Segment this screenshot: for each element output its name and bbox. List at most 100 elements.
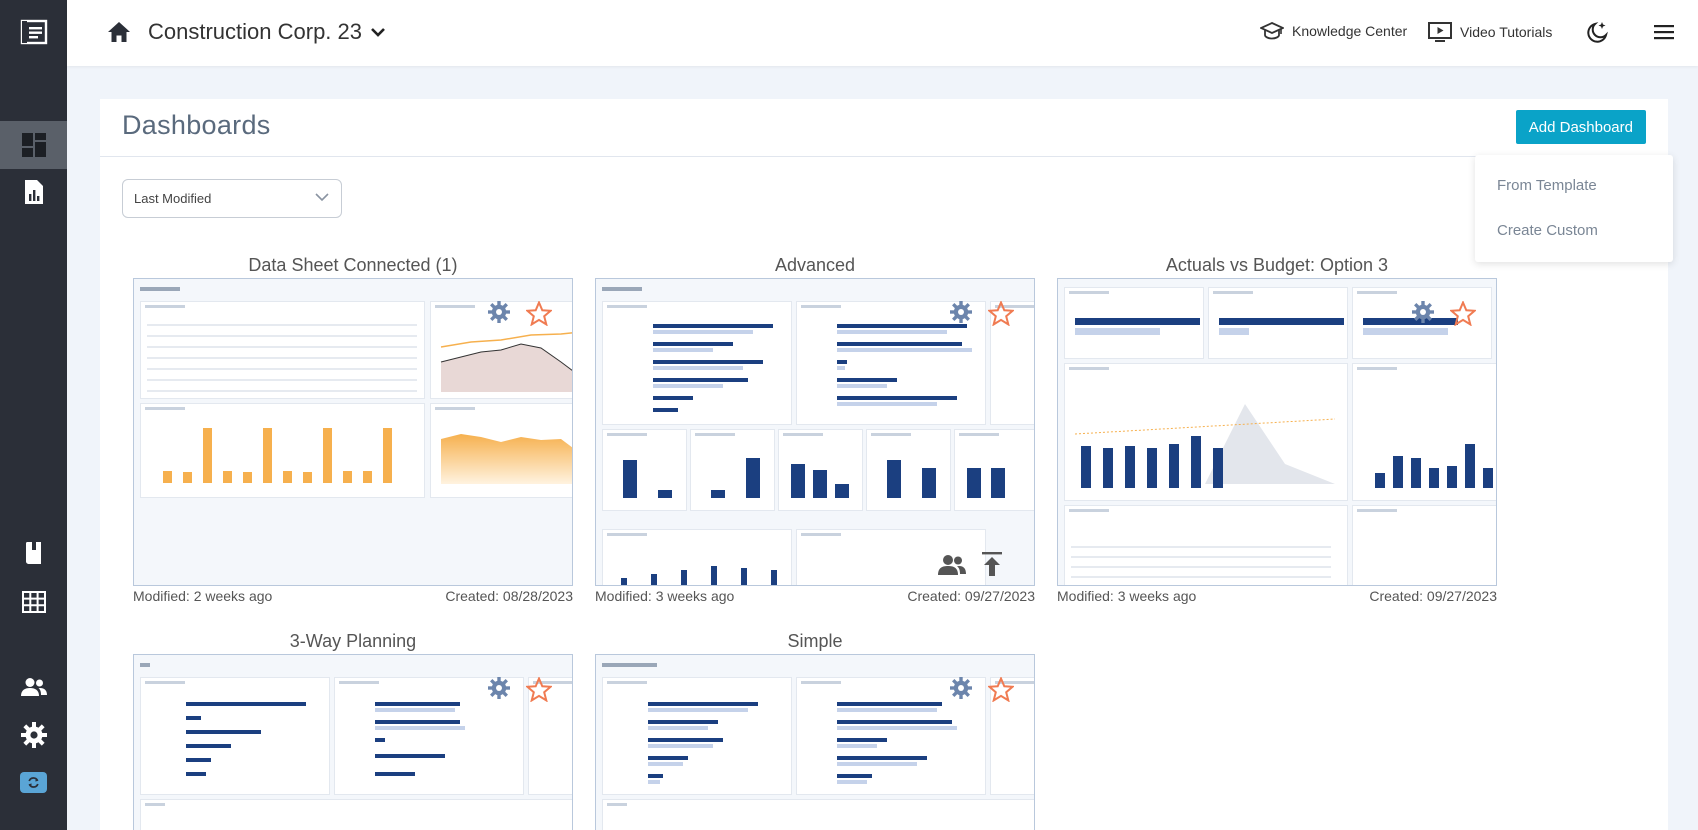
thumbnail-widget: [690, 429, 775, 511]
dashboard-settings-button[interactable]: [488, 677, 510, 704]
top-bar: Construction Corp. 23 Knowledge Center V…: [67, 0, 1698, 66]
dashboard-card[interactable]: Data Sheet Connected (1): [133, 252, 573, 604]
sidebar-item-reports[interactable]: [0, 168, 67, 216]
sync-button[interactable]: [20, 772, 47, 793]
chevron-down-icon: [315, 193, 329, 202]
dashboard-settings-button[interactable]: [1412, 301, 1434, 328]
share-button[interactable]: [980, 551, 1004, 582]
gear-icon: [488, 301, 510, 323]
menu-item-from-template[interactable]: From Template: [1497, 177, 1597, 194]
thumbnail-widget: [778, 429, 863, 511]
sidebar-item-users[interactable]: [0, 663, 67, 711]
company-selector[interactable]: Construction Corp. 23: [148, 19, 386, 45]
knowledge-center-label: Knowledge Center: [1292, 23, 1408, 39]
dashboard-thumbnail[interactable]: [1057, 278, 1497, 586]
users-icon: [20, 678, 47, 696]
dashboard-thumbnail[interactable]: [133, 278, 573, 586]
thumbnail-widget: [602, 799, 1034, 830]
knowledge-center-link[interactable]: Knowledge Center: [1260, 22, 1407, 40]
thumbnail-widget: [866, 429, 951, 511]
page-title: Dashboards: [122, 110, 271, 140]
thumbnail-widget: [990, 677, 1034, 795]
home-icon: [108, 22, 130, 42]
thumbnail-widget: [1064, 505, 1348, 585]
modified-date: Modified: 3 weeks ago: [595, 588, 735, 604]
dashboard-thumbnail[interactable]: [595, 654, 1035, 830]
dashboard-card-title[interactable]: Simple: [787, 631, 843, 651]
dashboard-card[interactable]: 3-Way Planning: [133, 628, 573, 830]
chevron-down-icon: [371, 28, 385, 37]
gear-icon: [950, 677, 972, 699]
main-menu-button[interactable]: [1653, 23, 1675, 46]
dashboard-thumbnail[interactable]: [595, 278, 1035, 586]
star-icon: [1448, 299, 1478, 327]
dashboard-card-title[interactable]: Advanced: [774, 255, 856, 275]
settings-icon: [20, 722, 47, 748]
thumbnail-widget: [954, 429, 1034, 511]
team-button[interactable]: [937, 554, 967, 581]
app-logo-icon: [20, 19, 47, 45]
dashboard-settings-button[interactable]: [488, 301, 510, 328]
sync-icon: [28, 777, 39, 788]
star-icon: [524, 299, 554, 327]
video-tutorials-link[interactable]: Video Tutorials: [1428, 22, 1552, 42]
thumbnail-widget: [602, 529, 792, 585]
dark-mode-toggle[interactable]: [1585, 20, 1609, 49]
video-tutorials-label: Video Tutorials: [1460, 24, 1553, 40]
dashboard-card[interactable]: Simple: [595, 628, 1035, 830]
thumbnail-widget: [602, 677, 792, 795]
share-icon: [982, 552, 1002, 576]
hamburger-menu-icon: [1654, 25, 1674, 40]
thumbnail-widget: [1208, 287, 1348, 359]
panel-header: Dashboards Add Dashboard: [100, 99, 1668, 157]
gear-icon: [1412, 301, 1434, 323]
add-dashboard-menu: From Template Create Custom: [1475, 155, 1673, 262]
sidebar-item-dashboards[interactable]: [0, 121, 67, 169]
menu-item-create-custom[interactable]: Create Custom: [1497, 222, 1598, 239]
thumbnail-heading: [602, 663, 657, 667]
favorite-toggle[interactable]: [986, 675, 1016, 707]
thumbnail-widget: [140, 677, 330, 795]
dashboard-card[interactable]: Advanced: [595, 252, 1035, 604]
home-button[interactable]: [107, 21, 131, 48]
app-logo[interactable]: [0, 8, 67, 56]
dashboard-settings-button[interactable]: [950, 301, 972, 328]
sidebar: [0, 0, 67, 830]
dashboard-card-title[interactable]: 3-Way Planning: [289, 631, 417, 651]
thumbnail-heading: [602, 287, 642, 291]
graduation-cap-icon: [1260, 22, 1284, 40]
thumbnail-widget: [602, 429, 687, 511]
dashboard-card[interactable]: Actuals vs Budget: Option 3: [1057, 252, 1497, 604]
sort-select-value: Last Modified: [134, 191, 212, 206]
thumbnail-widget: [528, 677, 572, 795]
dashboard-settings-button[interactable]: [950, 677, 972, 704]
thumbnail-widget: [430, 403, 572, 498]
dashboard-card-title[interactable]: Actuals vs Budget: Option 3: [1165, 255, 1389, 275]
dashboard-thumbnail[interactable]: [133, 654, 573, 830]
dark-mode-icon: [1587, 22, 1608, 43]
add-dashboard-button[interactable]: Add Dashboard: [1515, 110, 1646, 144]
dashboard-card-title[interactable]: Data Sheet Connected (1): [248, 255, 458, 275]
favorite-toggle[interactable]: [524, 675, 554, 707]
thumbnail-widget: [430, 301, 572, 399]
thumbnail-widget: [796, 529, 986, 585]
thumbnail-widget: [1352, 363, 1496, 501]
favorite-toggle[interactable]: [524, 299, 554, 331]
star-icon: [524, 675, 554, 703]
gear-icon: [488, 677, 510, 699]
created-date: Created: 09/27/2023: [1369, 588, 1497, 604]
sidebar-item-library[interactable]: [0, 529, 67, 577]
gear-icon: [950, 301, 972, 323]
dashboard-card-meta: Modified: 3 weeks ago Created: 09/27/202…: [1057, 588, 1497, 604]
grid-icon: [21, 591, 46, 613]
favorite-toggle[interactable]: [1448, 299, 1478, 331]
sort-select[interactable]: Last Modified: [122, 179, 342, 218]
sidebar-item-settings[interactable]: [0, 711, 67, 759]
thumbnail-heading: [140, 287, 180, 291]
dashboard-card-meta: Modified: 2 weeks ago Created: 08/28/202…: [133, 588, 573, 604]
sidebar-item-data-grid[interactable]: [0, 578, 67, 626]
favorite-toggle[interactable]: [986, 299, 1016, 331]
thumbnail-widget: [1064, 363, 1348, 501]
thumbnail-widget: [602, 301, 792, 425]
thumbnail-widget: [140, 799, 572, 830]
